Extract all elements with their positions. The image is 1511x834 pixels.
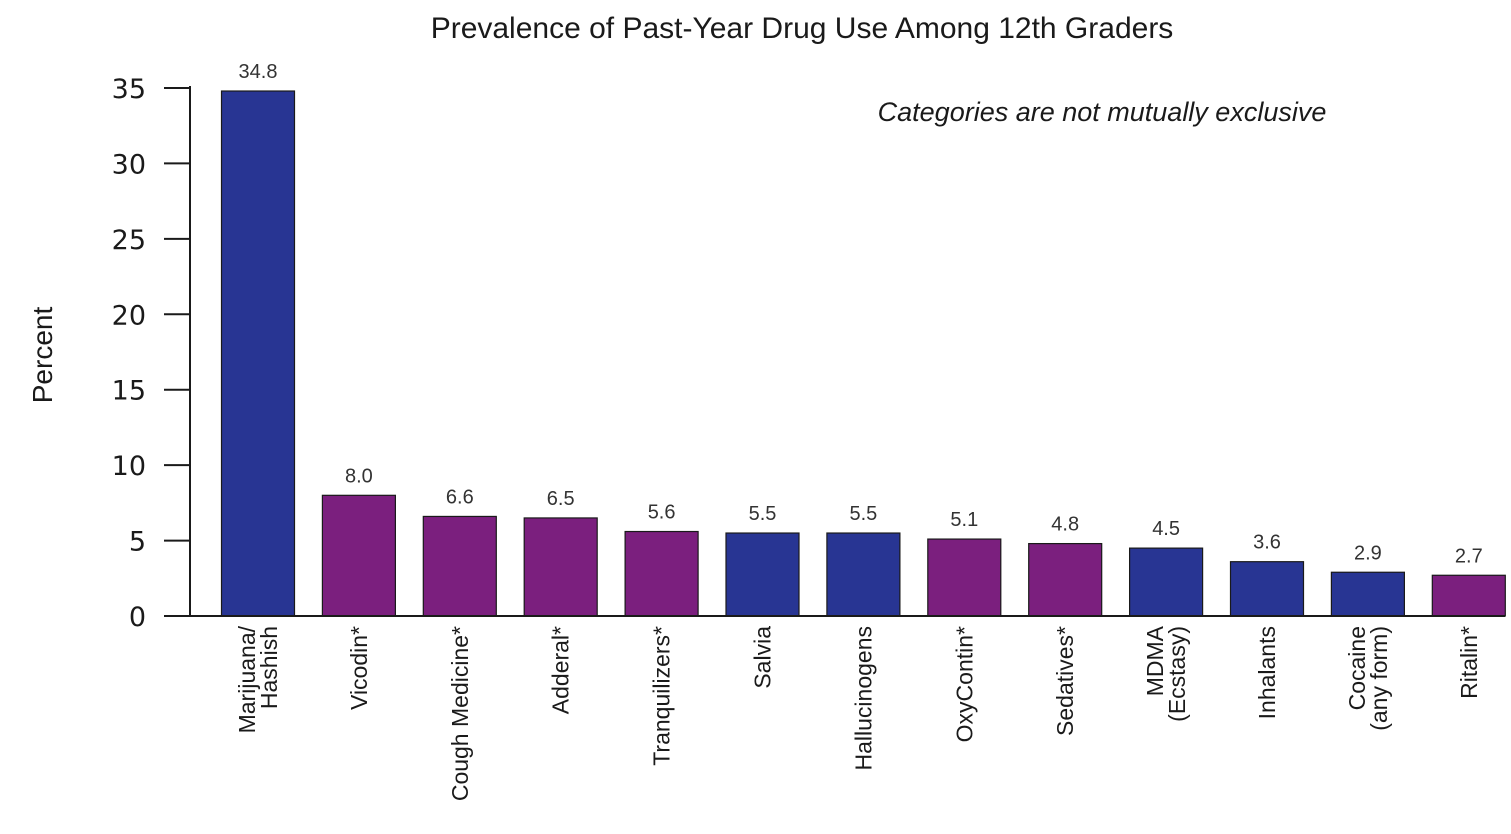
y-axis-label: Percent	[27, 307, 58, 404]
x-tick-label-line: MDMA	[1142, 625, 1168, 696]
bar-value-label: 5.5	[849, 503, 877, 525]
x-tick-label-line: Adderal*	[548, 626, 574, 714]
x-tick-label: Salvia	[750, 626, 776, 689]
x-tick-label-line: Marijuana/	[234, 625, 260, 733]
bar	[321, 494, 396, 617]
chart-title: Prevalence of Past-Year Drug Use Among 1…	[431, 12, 1174, 45]
x-tick-label-line: Inhalants	[1254, 626, 1280, 719]
x-tick-label: OxyContin*	[951, 626, 977, 742]
x-tick-label-line: Cocaine	[1344, 626, 1370, 710]
x-tick-label: Adderal*	[548, 626, 574, 714]
bar-value-label: 4.8	[1051, 514, 1079, 536]
bar-value-label: 5.5	[749, 503, 777, 525]
y-tick-label: 35	[112, 74, 146, 105]
x-tick-label: Sedatives*	[1052, 626, 1078, 736]
bar	[1229, 561, 1305, 617]
y-tick-label: 5	[129, 527, 146, 558]
bar	[220, 90, 296, 617]
y-tick-label: 30	[112, 149, 146, 180]
x-tick-label-line: Ritalin*	[1456, 626, 1482, 699]
y-tick-label: 10	[112, 451, 146, 482]
y-tick-label: 15	[112, 376, 146, 407]
x-tick-label: Hallucinogens	[850, 626, 876, 770]
bars	[220, 90, 1506, 617]
x-tick-label-line: OxyContin*	[951, 626, 977, 742]
bar	[927, 538, 1002, 617]
bar-value-label: 5.6	[648, 502, 676, 524]
bar	[1431, 574, 1506, 617]
bar-value-label: 2.7	[1455, 545, 1483, 567]
bar	[1330, 571, 1406, 617]
bar-value-label: 3.6	[1253, 532, 1281, 554]
x-tick-label: Ritalin*	[1456, 626, 1482, 699]
bar	[826, 532, 901, 617]
bar-value-label: 8.0	[345, 465, 373, 487]
x-tick-label: Tranquilizers*	[649, 626, 675, 766]
x-tick-label: Cough Medicine*	[447, 626, 473, 801]
bar-value-label: 2.9	[1354, 542, 1382, 564]
x-tick-label: MDMA(Ecstasy)	[1142, 625, 1190, 721]
bar	[422, 515, 497, 617]
x-tick-label-line: Tranquilizers*	[649, 626, 675, 766]
x-tick-label-line: Sedatives*	[1052, 626, 1078, 736]
x-tick-label: Inhalants	[1254, 626, 1280, 719]
bar-value-label: 5.1	[950, 509, 978, 531]
bar	[725, 532, 800, 617]
bar	[1028, 542, 1103, 617]
bar-value-label: 4.5	[1152, 518, 1180, 540]
bar	[1128, 547, 1204, 617]
bar-value-label: 6.5	[547, 488, 575, 510]
x-tick-label-line: Cough Medicine*	[447, 626, 473, 801]
y-tick-label: 0	[129, 602, 146, 633]
y-tick-label: 25	[112, 225, 146, 256]
x-tick-label-line: (any form)	[1366, 626, 1392, 731]
x-tick-label: Marijuana/Hashish	[234, 625, 282, 733]
x-tick-label-line: Hashish	[256, 626, 282, 709]
x-tick-label-line: Hallucinogens	[850, 626, 876, 770]
x-tick-label: Vicodin*	[346, 626, 372, 710]
x-tick-label-line: Salvia	[750, 626, 776, 689]
bar-value-label: 6.6	[446, 486, 474, 508]
bar-value-label: 34.8	[239, 61, 278, 83]
bar	[523, 517, 598, 617]
x-tick-label-line: Vicodin*	[346, 626, 372, 710]
x-tick-label-line: (Ecstasy)	[1164, 626, 1190, 722]
value-labels: 34.8 8.0 6.6 6.5 5.6 5.5 5.5 5.1 4.8 4.5 3.6 2.9 2.7	[239, 61, 1483, 567]
y-tick-label: 20	[112, 300, 146, 331]
x-tick-label: Cocaine(any form)	[1344, 626, 1392, 731]
chart-annotation: Categories are not mutually exclusive	[878, 97, 1327, 127]
x-axis: Marijuana/Hashish Vicodin* Cough Medicine*…	[190, 615, 1505, 801]
bar	[624, 530, 699, 617]
y-axis: 0 5 10 15 20 25 30 35	[112, 74, 191, 633]
